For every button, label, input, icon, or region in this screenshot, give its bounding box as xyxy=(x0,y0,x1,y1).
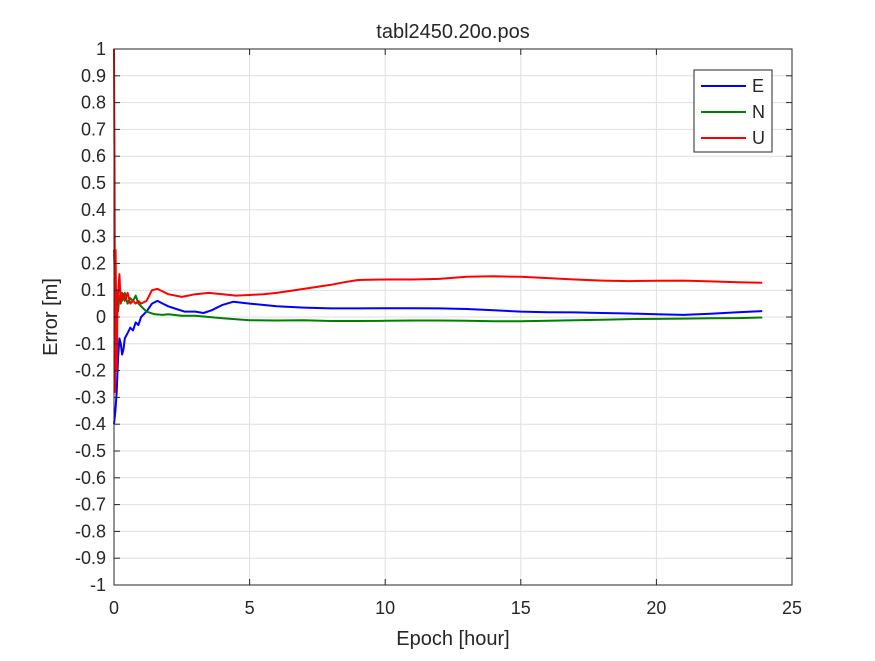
series-line-e xyxy=(113,299,763,425)
x-tick-label: 0 xyxy=(109,598,119,618)
y-tick-label: 0.3 xyxy=(81,227,106,247)
axis-ticks xyxy=(113,48,793,586)
y-tick-label: -1 xyxy=(90,575,106,595)
x-axis-title: Epoch [hour] xyxy=(396,628,509,650)
y-tick-label: 0.4 xyxy=(81,200,106,220)
y-tick-label: -0.3 xyxy=(75,387,106,407)
y-tick-label: -0.6 xyxy=(75,468,106,488)
x-tick-label: 25 xyxy=(782,598,802,618)
x-tick-labels: 0 5 10 15 20 25 xyxy=(109,598,802,618)
y-tick-label: -0.9 xyxy=(75,548,106,568)
y-tick-label: 0.8 xyxy=(81,93,106,113)
y-tick-label: -0.2 xyxy=(75,361,106,381)
y-tick-label: -0.8 xyxy=(75,521,106,541)
series-lines xyxy=(113,48,763,425)
y-tick-label: -0.4 xyxy=(75,414,106,434)
y-tick-label: 1 xyxy=(96,39,106,59)
chart-title: tabl2450.20o.pos xyxy=(376,21,529,43)
x-tick-label: 5 xyxy=(245,598,255,618)
legend: ENU xyxy=(693,69,773,153)
y-tick-label: 0.6 xyxy=(81,146,106,166)
x-tick-label: 15 xyxy=(511,598,531,618)
y-axis-title: Error [m] xyxy=(40,278,62,356)
legend-items: ENU xyxy=(701,76,765,148)
y-tick-label: -0.7 xyxy=(75,495,106,515)
y-tick-label: -0.1 xyxy=(75,334,106,354)
grid-lines xyxy=(113,48,793,586)
y-tick-label: 0.5 xyxy=(81,173,106,193)
y-tick-labels: 1 0.9 0.8 0.7 0.6 0.5 0.4 0.3 0.2 0.1 0 -0.1 -0.2 -0.… xyxy=(75,39,106,595)
series-line-u xyxy=(113,48,763,393)
y-tick-label: -0.5 xyxy=(75,441,106,461)
x-tick-label: 10 xyxy=(375,598,395,618)
y-tick-label: 0.1 xyxy=(81,280,106,300)
y-tick-label: 0.2 xyxy=(81,253,106,273)
y-tick-label: 0 xyxy=(96,307,106,327)
legend-label-e: E xyxy=(752,76,764,96)
series-line-n xyxy=(113,249,763,332)
x-tick-label: 20 xyxy=(646,598,666,618)
y-tick-label: 0.9 xyxy=(81,66,106,86)
legend-label-u: U xyxy=(752,128,765,148)
legend-label-n: N xyxy=(752,102,765,122)
y-tick-label: 0.7 xyxy=(81,119,106,139)
